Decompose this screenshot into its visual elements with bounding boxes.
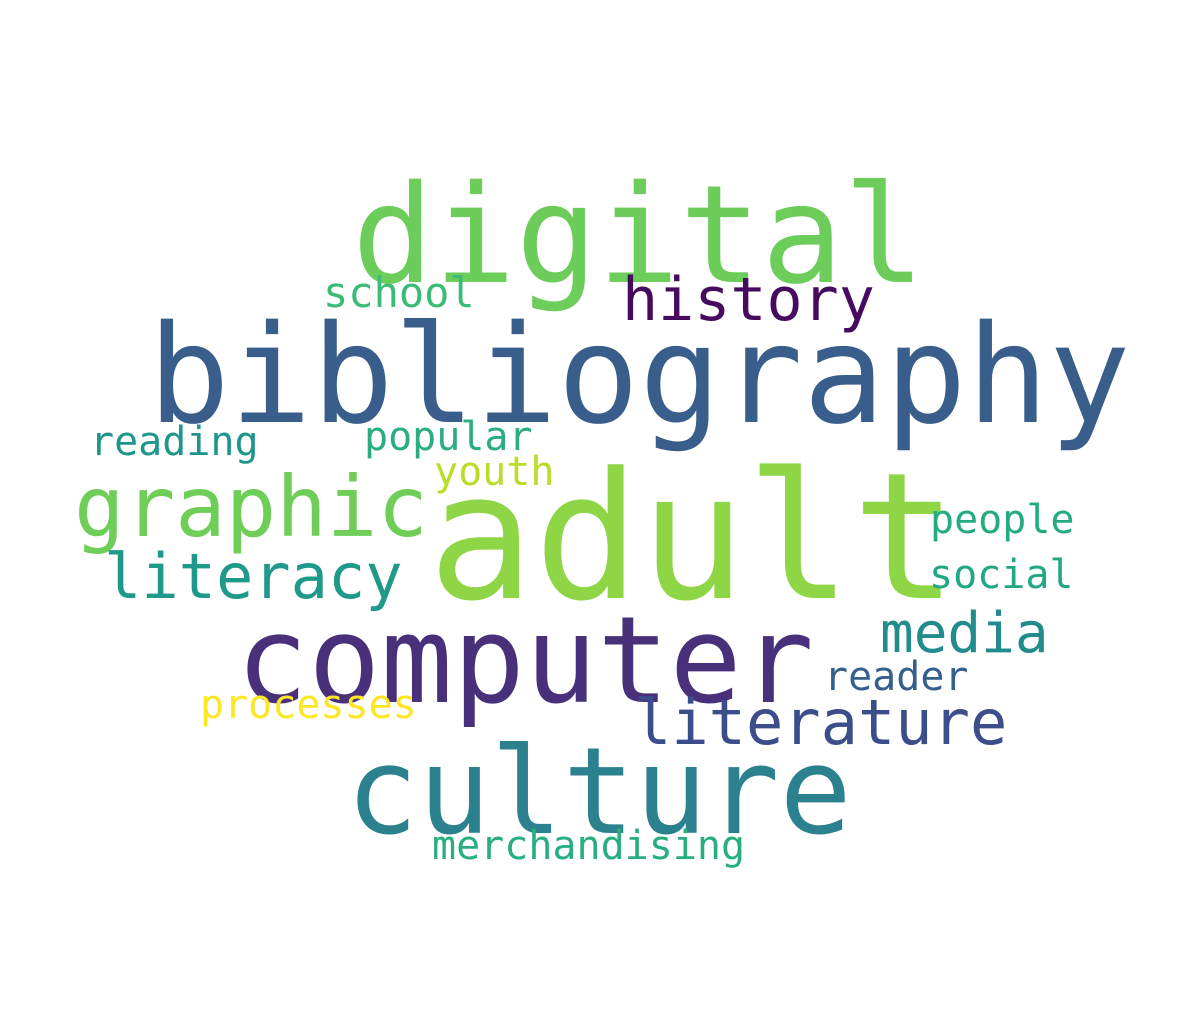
- word-processes: processes: [200, 682, 417, 728]
- word-computer: computer: [236, 592, 814, 731]
- word-youth: youth: [434, 449, 555, 495]
- word-history: history: [622, 265, 875, 335]
- word-adult: adult: [428, 435, 958, 640]
- word-literacy: literacy: [104, 540, 403, 613]
- word-social: social: [929, 552, 1074, 598]
- word-merchandising: merchandising: [432, 823, 746, 869]
- word-reader: reader: [824, 654, 969, 700]
- word-school: school: [323, 268, 475, 317]
- word-literature: literature: [634, 686, 1008, 759]
- word-bibliography: bibliography: [148, 297, 1131, 455]
- word-graphic: graphic: [74, 458, 429, 556]
- word-reading: reading: [90, 419, 259, 465]
- word-popular: popular: [364, 414, 533, 460]
- word-culture: culture: [346, 723, 852, 862]
- word-media: media: [880, 601, 1049, 666]
- word-digital: digital: [352, 157, 926, 315]
- word-people: people: [930, 497, 1075, 543]
